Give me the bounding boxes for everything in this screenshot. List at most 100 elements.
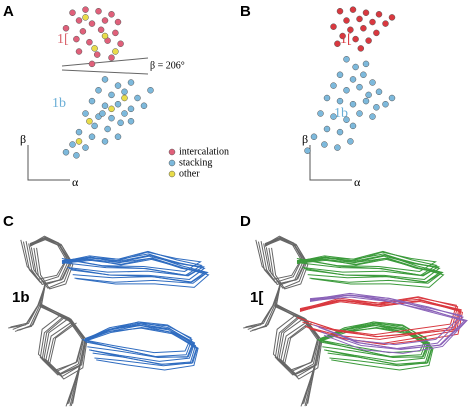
data-point — [82, 14, 89, 21]
data-point — [362, 9, 370, 16]
data-point — [317, 110, 324, 117]
data-point — [330, 113, 337, 120]
data-point — [336, 7, 344, 15]
data-point — [352, 35, 359, 43]
data-point — [95, 7, 102, 15]
bond-trace — [296, 250, 438, 276]
legend-label: intercalation — [179, 146, 229, 157]
data-point — [112, 48, 119, 55]
data-point — [88, 60, 96, 68]
data-point — [86, 118, 93, 125]
cluster-label: 1b — [52, 96, 66, 111]
bond-trace — [264, 237, 308, 289]
data-point — [104, 125, 111, 133]
data-point — [121, 88, 128, 96]
data-point — [323, 125, 331, 133]
data-point — [343, 56, 350, 63]
data-point — [75, 48, 83, 55]
data-point — [73, 35, 80, 43]
bond-trace — [37, 304, 83, 371]
bond-trace — [39, 305, 87, 378]
data-point — [69, 141, 76, 148]
data-point — [352, 63, 359, 71]
data-point — [321, 141, 328, 148]
axis-corner — [309, 145, 352, 181]
bond-trace — [319, 325, 431, 362]
data-point — [108, 105, 115, 113]
data-point — [114, 18, 122, 26]
bond-trace — [274, 303, 323, 380]
bond-trace — [61, 250, 203, 276]
data-point — [114, 100, 122, 108]
data-point — [147, 87, 154, 94]
data-point — [121, 110, 128, 117]
data-point — [357, 45, 365, 52]
data-point — [373, 29, 380, 37]
data-point — [373, 104, 380, 111]
data-point — [121, 94, 128, 102]
data-point — [134, 94, 141, 102]
data-point — [382, 100, 389, 108]
data-point — [382, 20, 389, 27]
data-point — [62, 25, 70, 32]
molecular-structures — [8, 235, 468, 407]
data-point — [91, 122, 98, 130]
data-point — [108, 114, 115, 122]
structure-label: 1[ — [250, 289, 263, 306]
data-point — [101, 102, 109, 109]
bond-trace — [61, 253, 205, 277]
bond-trace — [309, 294, 467, 351]
data-point — [79, 28, 87, 35]
bond-trace — [39, 305, 86, 375]
data-point — [101, 76, 109, 83]
data-point — [101, 138, 109, 145]
data-point — [343, 17, 350, 24]
data-point — [356, 110, 363, 117]
legend-label: other — [179, 168, 200, 179]
data-point — [82, 6, 89, 13]
data-point — [365, 37, 372, 44]
bond-trace — [61, 257, 210, 288]
data-point — [347, 138, 354, 145]
data-point — [93, 51, 101, 58]
data-point — [330, 23, 337, 30]
bond-trace — [296, 257, 445, 288]
bond-trace — [307, 366, 316, 404]
data-point — [69, 9, 76, 16]
structure-label: 1b — [12, 289, 30, 306]
panel-label: B — [240, 3, 251, 20]
divider-line — [61, 57, 149, 67]
y-axis-label: β — [20, 132, 26, 146]
data-point — [343, 116, 350, 123]
data-point — [362, 97, 370, 105]
data-point — [117, 40, 124, 47]
data-point — [369, 79, 376, 86]
axis-corner — [27, 145, 70, 181]
data-point — [343, 87, 350, 94]
data-point — [95, 87, 102, 94]
data-point — [375, 88, 383, 96]
data-point — [310, 133, 318, 140]
data-point — [91, 45, 98, 52]
data-point — [388, 94, 396, 102]
x-axis-label: α — [72, 175, 79, 189]
bond-trace — [29, 237, 73, 289]
data-point — [349, 100, 357, 108]
data-point — [112, 29, 119, 37]
angle-label: β = 206° — [150, 60, 185, 71]
data-point — [108, 54, 115, 61]
data-point — [101, 32, 109, 40]
bond-trace — [272, 304, 318, 371]
data-point — [75, 128, 83, 136]
data-point — [75, 138, 83, 145]
data-point — [97, 26, 105, 34]
data-point — [365, 91, 372, 99]
panel-label: A — [3, 3, 14, 20]
divider-line — [61, 69, 149, 75]
bond-trace — [39, 303, 88, 380]
data-point — [108, 11, 115, 18]
data-point — [336, 71, 344, 78]
data-point — [114, 82, 122, 89]
data-point — [349, 122, 357, 130]
